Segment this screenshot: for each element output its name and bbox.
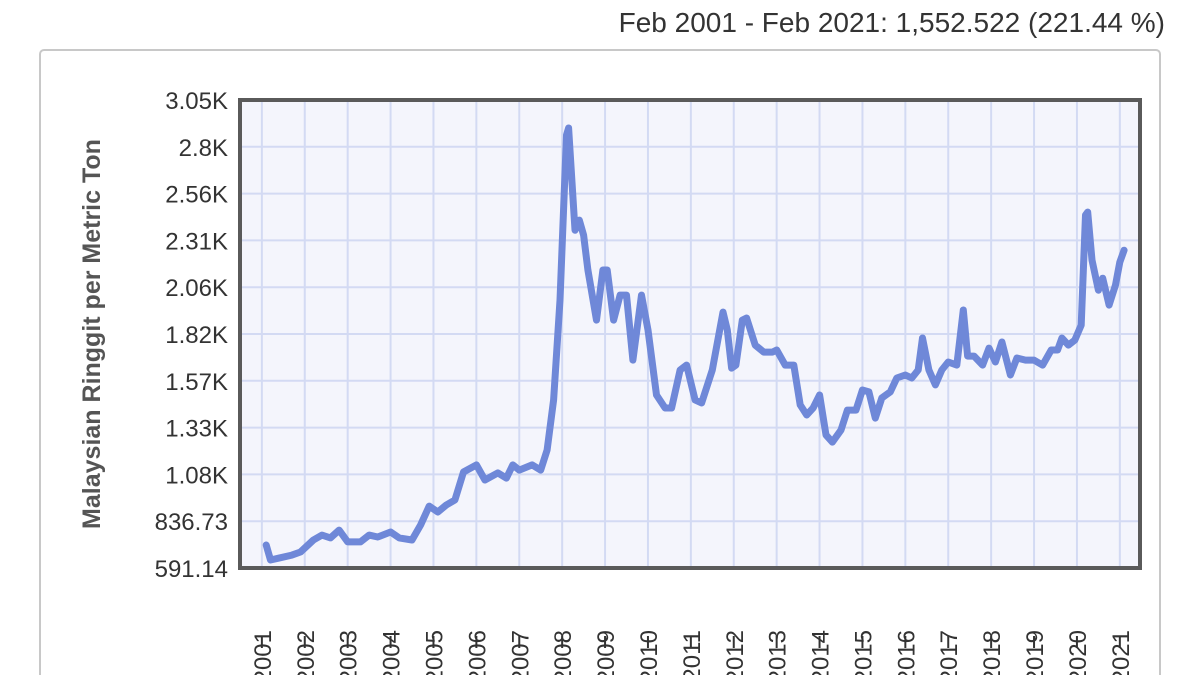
x-tick-label: 2004	[379, 630, 406, 675]
x-tick-label: 2007	[507, 630, 534, 675]
chart-title: Feb 2001 - Feb 2021: 1,552.522 (221.44 %…	[619, 7, 1165, 38]
x-tick-label: 2011	[679, 630, 706, 675]
x-tick-label: 2021	[1108, 630, 1135, 675]
x-tick-label: 2018	[979, 630, 1006, 675]
y-tick-label: 2.56K	[165, 182, 228, 209]
y-tick-label: 1.08K	[165, 462, 228, 489]
y-tick-label: 2.8K	[179, 135, 228, 162]
plot-border	[238, 98, 1142, 570]
x-tick-label: 2006	[464, 630, 491, 675]
x-tick-label: 2013	[765, 630, 792, 675]
x-tick-label: 2008	[550, 630, 577, 675]
x-tick-label: 2003	[336, 630, 363, 675]
plot	[262, 124, 1128, 564]
x-tick-label: 2017	[936, 630, 963, 675]
price-line	[262, 124, 1128, 564]
x-tick-label: 2015	[850, 630, 877, 675]
y-tick-label: 1.82K	[165, 322, 228, 349]
x-tick-label: 2012	[722, 630, 749, 675]
y-tick-label: 1.33K	[165, 416, 228, 443]
labels: 591.14 836.73 1.08K 1.33K 1.57K 1.82K 2.06K 2.3…	[155, 88, 1135, 675]
x-tick-label: 2010	[636, 630, 663, 675]
y-tick-label: 2.31K	[165, 228, 228, 255]
frame	[39, 49, 1161, 675]
y-tick-label: 1.57K	[165, 369, 228, 396]
y-tick-label: 3.05K	[165, 88, 228, 115]
x-tick-label: 2009	[593, 630, 620, 675]
y-tick-label: 836.73	[155, 509, 228, 536]
x-tick-label: 2001	[250, 630, 277, 675]
y-axis-label: Malaysian Ringgit per Metric Ton	[78, 139, 106, 529]
x-tick-label: 2005	[421, 630, 448, 675]
x-tick-label: 2002	[293, 630, 320, 675]
x-tick-label: 2019	[1022, 630, 1049, 675]
x-tick-label: 2020	[1065, 630, 1092, 675]
x-tick-label: 2014	[808, 630, 835, 675]
x-tick-label: 2016	[893, 630, 920, 675]
y-tick-label: 2.06K	[165, 275, 228, 302]
y-tick-label: 591.14	[155, 556, 228, 583]
